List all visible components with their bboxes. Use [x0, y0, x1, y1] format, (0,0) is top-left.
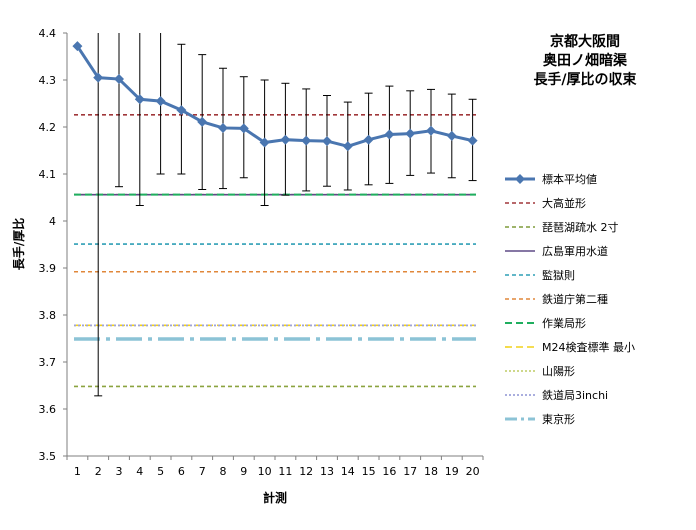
data-point	[405, 128, 416, 139]
legend-label: 琵琶湖疏水 2寸	[542, 220, 619, 234]
x-axis-label: 計測	[263, 490, 287, 505]
error-bars	[94, 33, 477, 397]
y-tick-label: 4.2	[39, 121, 57, 134]
y-tick-label: 3.7	[39, 356, 57, 369]
data-point	[72, 41, 83, 52]
data-point	[301, 135, 312, 146]
x-tick-label: 11	[278, 465, 292, 478]
x-tick-label: 4	[136, 465, 143, 478]
data-point	[259, 137, 270, 148]
data-point	[155, 96, 166, 107]
y-tick-label: 4	[49, 215, 56, 228]
reference-lines	[74, 113, 476, 388]
data-point	[467, 135, 478, 146]
data-point	[176, 105, 187, 116]
chart-title-line: 奥田ノ畑暗渠	[543, 52, 628, 69]
legend-label: 鉄道庁第二種	[542, 292, 608, 306]
x-tick-label: 3	[116, 465, 123, 478]
data-point	[280, 134, 291, 145]
data-point	[384, 129, 395, 140]
chart-title-line: 京都大阪間	[550, 33, 620, 50]
data-point	[134, 94, 145, 105]
data-point	[322, 136, 332, 147]
x-tick-label: 1	[74, 465, 81, 478]
data-point	[342, 141, 353, 152]
y-tick-label: 3.6	[39, 403, 57, 416]
x-tick-label: 20	[466, 465, 480, 478]
legend-label: 鉄道局3inchi	[542, 388, 608, 402]
legend-label: 監獄則	[542, 268, 575, 282]
x-tick-label: 19	[445, 465, 459, 478]
legend-label: 作業局形	[542, 317, 586, 330]
x-tick-label: 12	[299, 465, 313, 478]
data-point	[238, 123, 249, 134]
y-tick-label: 3.9	[39, 262, 57, 275]
x-tick-label: 16	[382, 465, 396, 478]
series-line	[76, 45, 473, 148]
x-tick-label: 10	[258, 465, 272, 478]
y-tick-label: 4.4	[39, 27, 57, 40]
y-tick-label: 3.8	[39, 309, 57, 322]
legend-label: 標本平均値	[542, 172, 597, 186]
data-point	[426, 125, 436, 136]
legend-label: 東京形	[542, 412, 575, 426]
x-tick-label: 8	[220, 465, 227, 478]
x-tick-label: 14	[341, 465, 355, 478]
legend-label: M24検査標準 最小	[542, 340, 635, 354]
legend-label: 大高並形	[542, 196, 586, 210]
data-point	[197, 116, 208, 127]
axes: 3.53.63.73.83.944.14.24.34.41 2 3 4 5 6 7 8 9 10 1…	[11, 27, 484, 505]
series	[72, 41, 478, 152]
data-point	[114, 74, 124, 85]
x-tick-label: 18	[424, 465, 438, 478]
x-tick-label: 13	[320, 465, 334, 478]
x-tick-label: 7	[199, 465, 206, 478]
x-tick-label: 6	[178, 465, 185, 478]
y-tick-label: 3.5	[39, 450, 57, 463]
chart-title-line: 長手/厚比の収束	[533, 71, 637, 88]
legend-marker	[515, 174, 525, 184]
y-tick-label: 4.3	[39, 74, 57, 87]
data-point	[218, 122, 228, 133]
x-tick-label: 2	[95, 465, 102, 478]
data-point	[363, 134, 374, 145]
x-tick-label: 17	[403, 465, 417, 478]
data-point	[446, 130, 457, 141]
y-tick-label: 4.1	[39, 168, 57, 181]
legend-label: 山陽形	[542, 365, 575, 378]
x-tick-label: 9	[240, 465, 247, 478]
data-point	[93, 72, 104, 83]
x-tick-label: 15	[362, 465, 376, 478]
legend-label: 広島軍用水道	[542, 244, 608, 258]
x-tick-label: 5	[157, 465, 164, 478]
y-axis-label: 長手/厚比	[11, 218, 26, 270]
